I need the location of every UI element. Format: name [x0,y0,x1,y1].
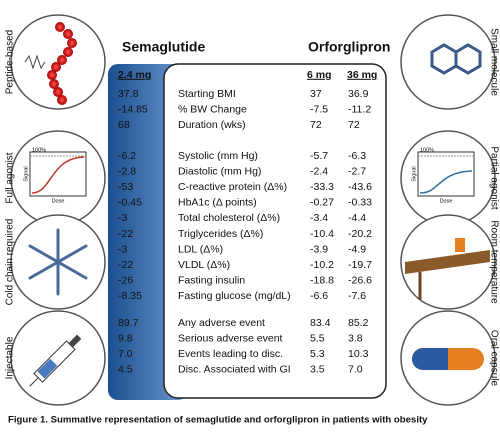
caption: Figure 1. Summative representation of se… [8,415,428,426]
row-label: Disc. Associated with GI [178,364,291,376]
icon-label: Full agonist [5,152,16,203]
row-label: Starting BMI [178,88,236,100]
orf-6mg-value: -7.5 [310,103,328,115]
orf-6mg-value: 5.5 [310,332,325,344]
orf-36mg-value: -7.6 [348,290,366,302]
column-header: 2.4 mg [118,69,151,81]
row-label: % BW Change [178,103,247,115]
column-header: 36 mg [347,69,377,81]
orf-6mg-value: 72 [310,119,322,131]
row-label: C-reactive protein (Δ%) [178,181,287,193]
left-drug: Semaglutide [122,39,205,55]
orf-36mg-value: -20.2 [348,228,372,240]
row-label: Fasting glucose (mg/dL) [178,290,291,302]
semaglutide-value: -14.85 [118,103,148,115]
orf-6mg-value: -3.9 [310,243,328,255]
column-header: 6 mg [307,69,332,81]
icon-label: Oral capsule [488,330,499,387]
orf-6mg-value: -10.4 [310,228,334,240]
row-label: Any adverse event [178,317,265,329]
orf-36mg-value: -0.33 [348,197,372,209]
semaglutide-value: 89.7 [118,317,139,329]
row-label: Serious adverse event [178,332,283,344]
orf-36mg-value: 7.0 [348,364,363,376]
orf-36mg-value: -19.7 [348,259,372,271]
orf-6mg-value: -33.3 [310,181,334,193]
orf-6mg-value: 3.5 [310,364,325,376]
semaglutide-value: -3 [118,212,127,224]
row-label: Events leading to disc. [178,348,283,360]
chart-y-label: Signal [411,166,417,181]
chart-top-label: 100% [420,147,434,153]
orf-36mg-value: 10.3 [348,348,369,360]
row-label: Systolic (mm Hg) [178,150,258,162]
row-label: VLDL (Δ%) [178,259,230,271]
semaglutide-value: 37.8 [118,88,139,100]
semaglutide-value: -53 [118,181,133,193]
orf-36mg-value: 36.9 [348,88,369,100]
semaglutide-value: -22 [118,228,133,240]
semaglutide-value: -3 [118,243,127,255]
semaglutide-value: 7.0 [118,348,133,360]
chart-top-label: 100% [32,147,46,153]
icon-label: Cold chain required [5,219,16,306]
orf-36mg-value: 72 [348,119,360,131]
orf-6mg-value: -5.7 [310,150,328,162]
icon-label: Partial agonist [488,146,499,210]
orf-36mg-value: 3.8 [348,332,363,344]
orf-36mg-value: -6.3 [348,150,366,162]
orf-36mg-value: -4.9 [348,243,366,255]
semaglutide-value: -0.45 [118,197,142,209]
orf-36mg-value: -43.6 [348,181,372,193]
orf-36mg-value: -2.7 [348,165,366,177]
semaglutide-value: 4.5 [118,364,133,376]
semaglutide-value: -8.35 [118,290,142,302]
semaglutide-value: 68 [118,119,130,131]
orf-6mg-value: -18.8 [310,275,334,287]
semaglutide-value: -26 [118,275,133,287]
table-panel [163,63,387,399]
orf-36mg-value: 85.2 [348,317,369,329]
row-label: Duration (wks) [178,119,246,131]
orf-36mg-value: -26.6 [348,275,372,287]
icons [10,14,496,406]
orf-6mg-value: 5.3 [310,348,325,360]
orf-6mg-value: -2.4 [310,165,328,177]
orf-6mg-value: -0.27 [310,197,334,209]
chart-x-label: Dose [440,198,453,204]
right-drug: Orforglipron [308,39,390,55]
row-label: Total cholesterol (Δ%) [178,212,280,224]
semaglutide-value: -2.8 [118,165,136,177]
row-label: Triglycerides (Δ%) [178,228,263,240]
row-label: Diastolic (mm Hg) [178,165,261,177]
orf-36mg-value: -11.2 [348,103,371,115]
icon-label: Injectable [5,336,16,379]
semaglutide-value: -6.2 [118,150,136,162]
row-label: Fasting insulin [178,275,245,287]
orf-6mg-value: -3.4 [310,212,328,224]
semaglutide-value: 9.8 [118,332,133,344]
orf-6mg-value: -10.2 [310,259,334,271]
row-label: HbA1c (Δ points) [178,197,257,209]
semaglutide-value: -22 [118,259,133,271]
icon-label: Peptide-based [5,30,16,95]
icon-label: Small molecule [488,28,499,96]
chart-x-label: Dose [52,198,65,204]
orf-6mg-value: 37 [310,88,322,100]
orf-36mg-value: -4.4 [348,212,366,224]
orf-6mg-value: 83.4 [310,317,331,329]
chart-y-label: Signal [23,166,29,181]
orf-6mg-value: -6.6 [310,290,328,302]
icon-label: Room temperature [488,220,499,304]
row-label: LDL (Δ%) [178,243,223,255]
